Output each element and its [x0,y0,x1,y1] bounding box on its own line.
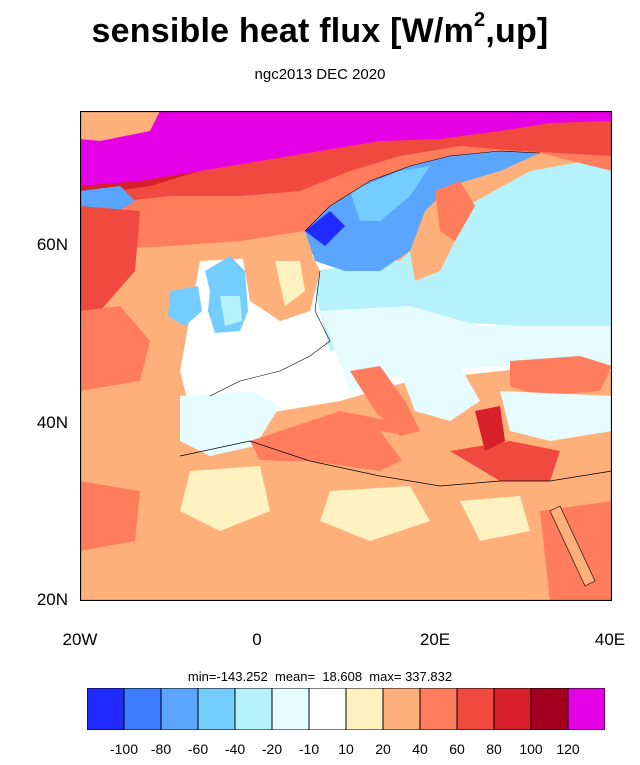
colorbar-swatch [123,688,162,730]
map-frame [80,111,612,601]
colorbar-label: -10 [298,741,320,757]
colorbar-swatch [160,688,199,730]
lon-label-0: 0 [252,630,262,649]
atlantic-red [80,206,140,311]
colorbar-swatch [308,688,347,730]
colorbar-label: -80 [150,741,172,757]
scandinavia-dark [305,211,345,246]
cold-continent [310,156,612,351]
africa-pale-3 [460,496,530,541]
mediterranean-east [450,441,560,481]
colorbar-swatch [419,688,458,730]
colorbar-swatch [345,688,384,730]
aegean [475,406,505,451]
colorbar-swatch [493,688,532,730]
lat-label-40n: 40N [36,413,68,432]
turkey [500,391,612,441]
colorbar-label: -100 [109,741,139,757]
heat-flux-map [80,111,612,601]
coastline-europe [209,270,331,397]
mediterranean-central [380,431,500,486]
colorbar-swatch [87,688,125,730]
britain-light [220,296,242,326]
italy [350,366,420,436]
colorbar-label: 20 [375,741,391,757]
lat-label-60n: 60N [36,235,68,254]
colorbar-swatch [567,688,605,730]
lon-label-20e: 20E [419,630,451,649]
colorbar-label: -60 [187,741,209,757]
stats-line: min=-143.252 mean= 18.608 max= 337.832 [187,669,453,684]
balkans [400,366,480,421]
coastline-med [179,440,612,487]
colorbar-label: -20 [261,741,283,757]
colorbar-swatch [234,688,273,730]
colorbar-label: 80 [486,741,502,757]
colorbar-label: 60 [449,741,465,757]
lat-label-20n: 20N [36,590,68,609]
arctic-left-pale [80,111,160,141]
plot-title: sensible heat flux [W/m2,up] [91,8,549,50]
colorbar-label: 40 [412,741,428,757]
colorbar-swatch [382,688,421,730]
scandinavia [305,151,540,271]
africa-pale-2 [320,486,430,541]
colorbar-swatch [271,688,310,730]
africa-pale-1 [180,466,270,531]
colorbar-label: 120 [556,741,580,757]
plot-subtitle: ngc2013 DEC 2020 [254,66,386,83]
red-sea [549,505,596,587]
black-sea [510,356,612,396]
colorbar-swatch [197,688,236,730]
coastline-scandinavia [304,150,541,232]
colorbar-label: 100 [519,741,543,757]
gulf-of-bothnia [435,181,475,241]
scandinavia-mid [350,166,430,221]
colorbar [87,688,605,730]
lon-label-20w: 20W [62,630,98,649]
cold-continent-light [320,306,612,391]
colorbar-swatch [530,688,569,730]
arctic-magenta [80,111,612,186]
africa-warm-1 [80,481,140,551]
colorbar-label: 10 [338,741,354,757]
ireland [168,286,202,326]
colorbar-swatch [456,688,495,730]
colorbar-label: -40 [224,741,246,757]
mediterranean-west [250,411,410,471]
north-sea-warm [275,261,305,306]
lon-label-40e: 40E [594,630,626,649]
atlantic-orange [80,306,150,391]
